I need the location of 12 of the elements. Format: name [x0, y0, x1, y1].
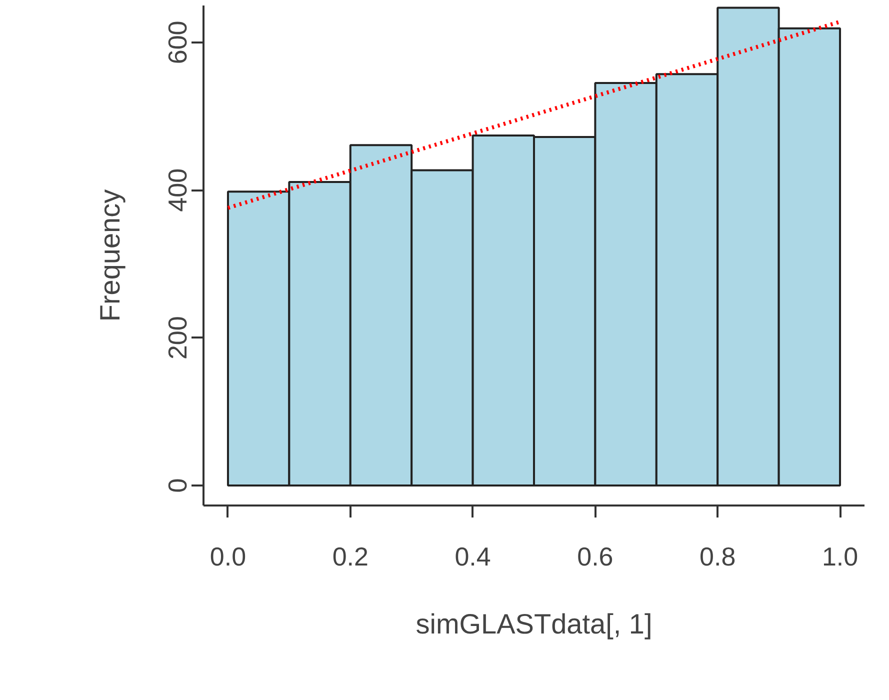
y-tick-label: 600 — [162, 20, 192, 64]
y-tick-label: 0 — [162, 478, 192, 493]
x-tick-label: 0.4 — [454, 542, 491, 572]
x-tick-label: 1.0 — [822, 542, 858, 572]
x-tick-label: 0.8 — [700, 542, 736, 572]
x-axis-title: simGLASTdata[, 1] — [416, 608, 652, 640]
x-tick-label: 0.0 — [210, 542, 246, 572]
y-axis-title: Frequency — [94, 189, 126, 322]
x-tick-label: 0.2 — [332, 542, 368, 572]
x-tick-label: 0.6 — [577, 542, 614, 572]
y-tick-label: 200 — [162, 316, 192, 360]
y-tick-label: 400 — [162, 168, 192, 212]
